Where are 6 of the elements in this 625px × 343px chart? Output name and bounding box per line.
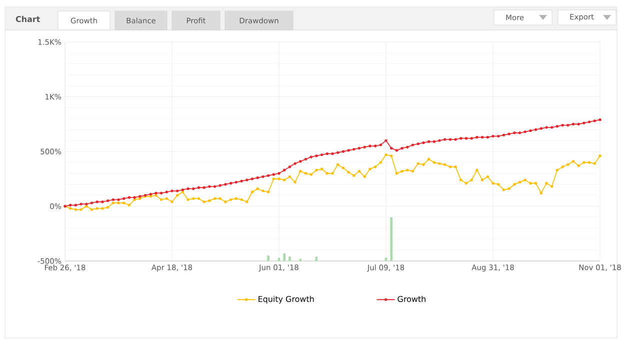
bar (267, 256, 270, 261)
bar (390, 217, 393, 261)
bar (288, 256, 291, 261)
bar (278, 258, 280, 261)
bar (283, 253, 286, 261)
bar (384, 258, 388, 261)
